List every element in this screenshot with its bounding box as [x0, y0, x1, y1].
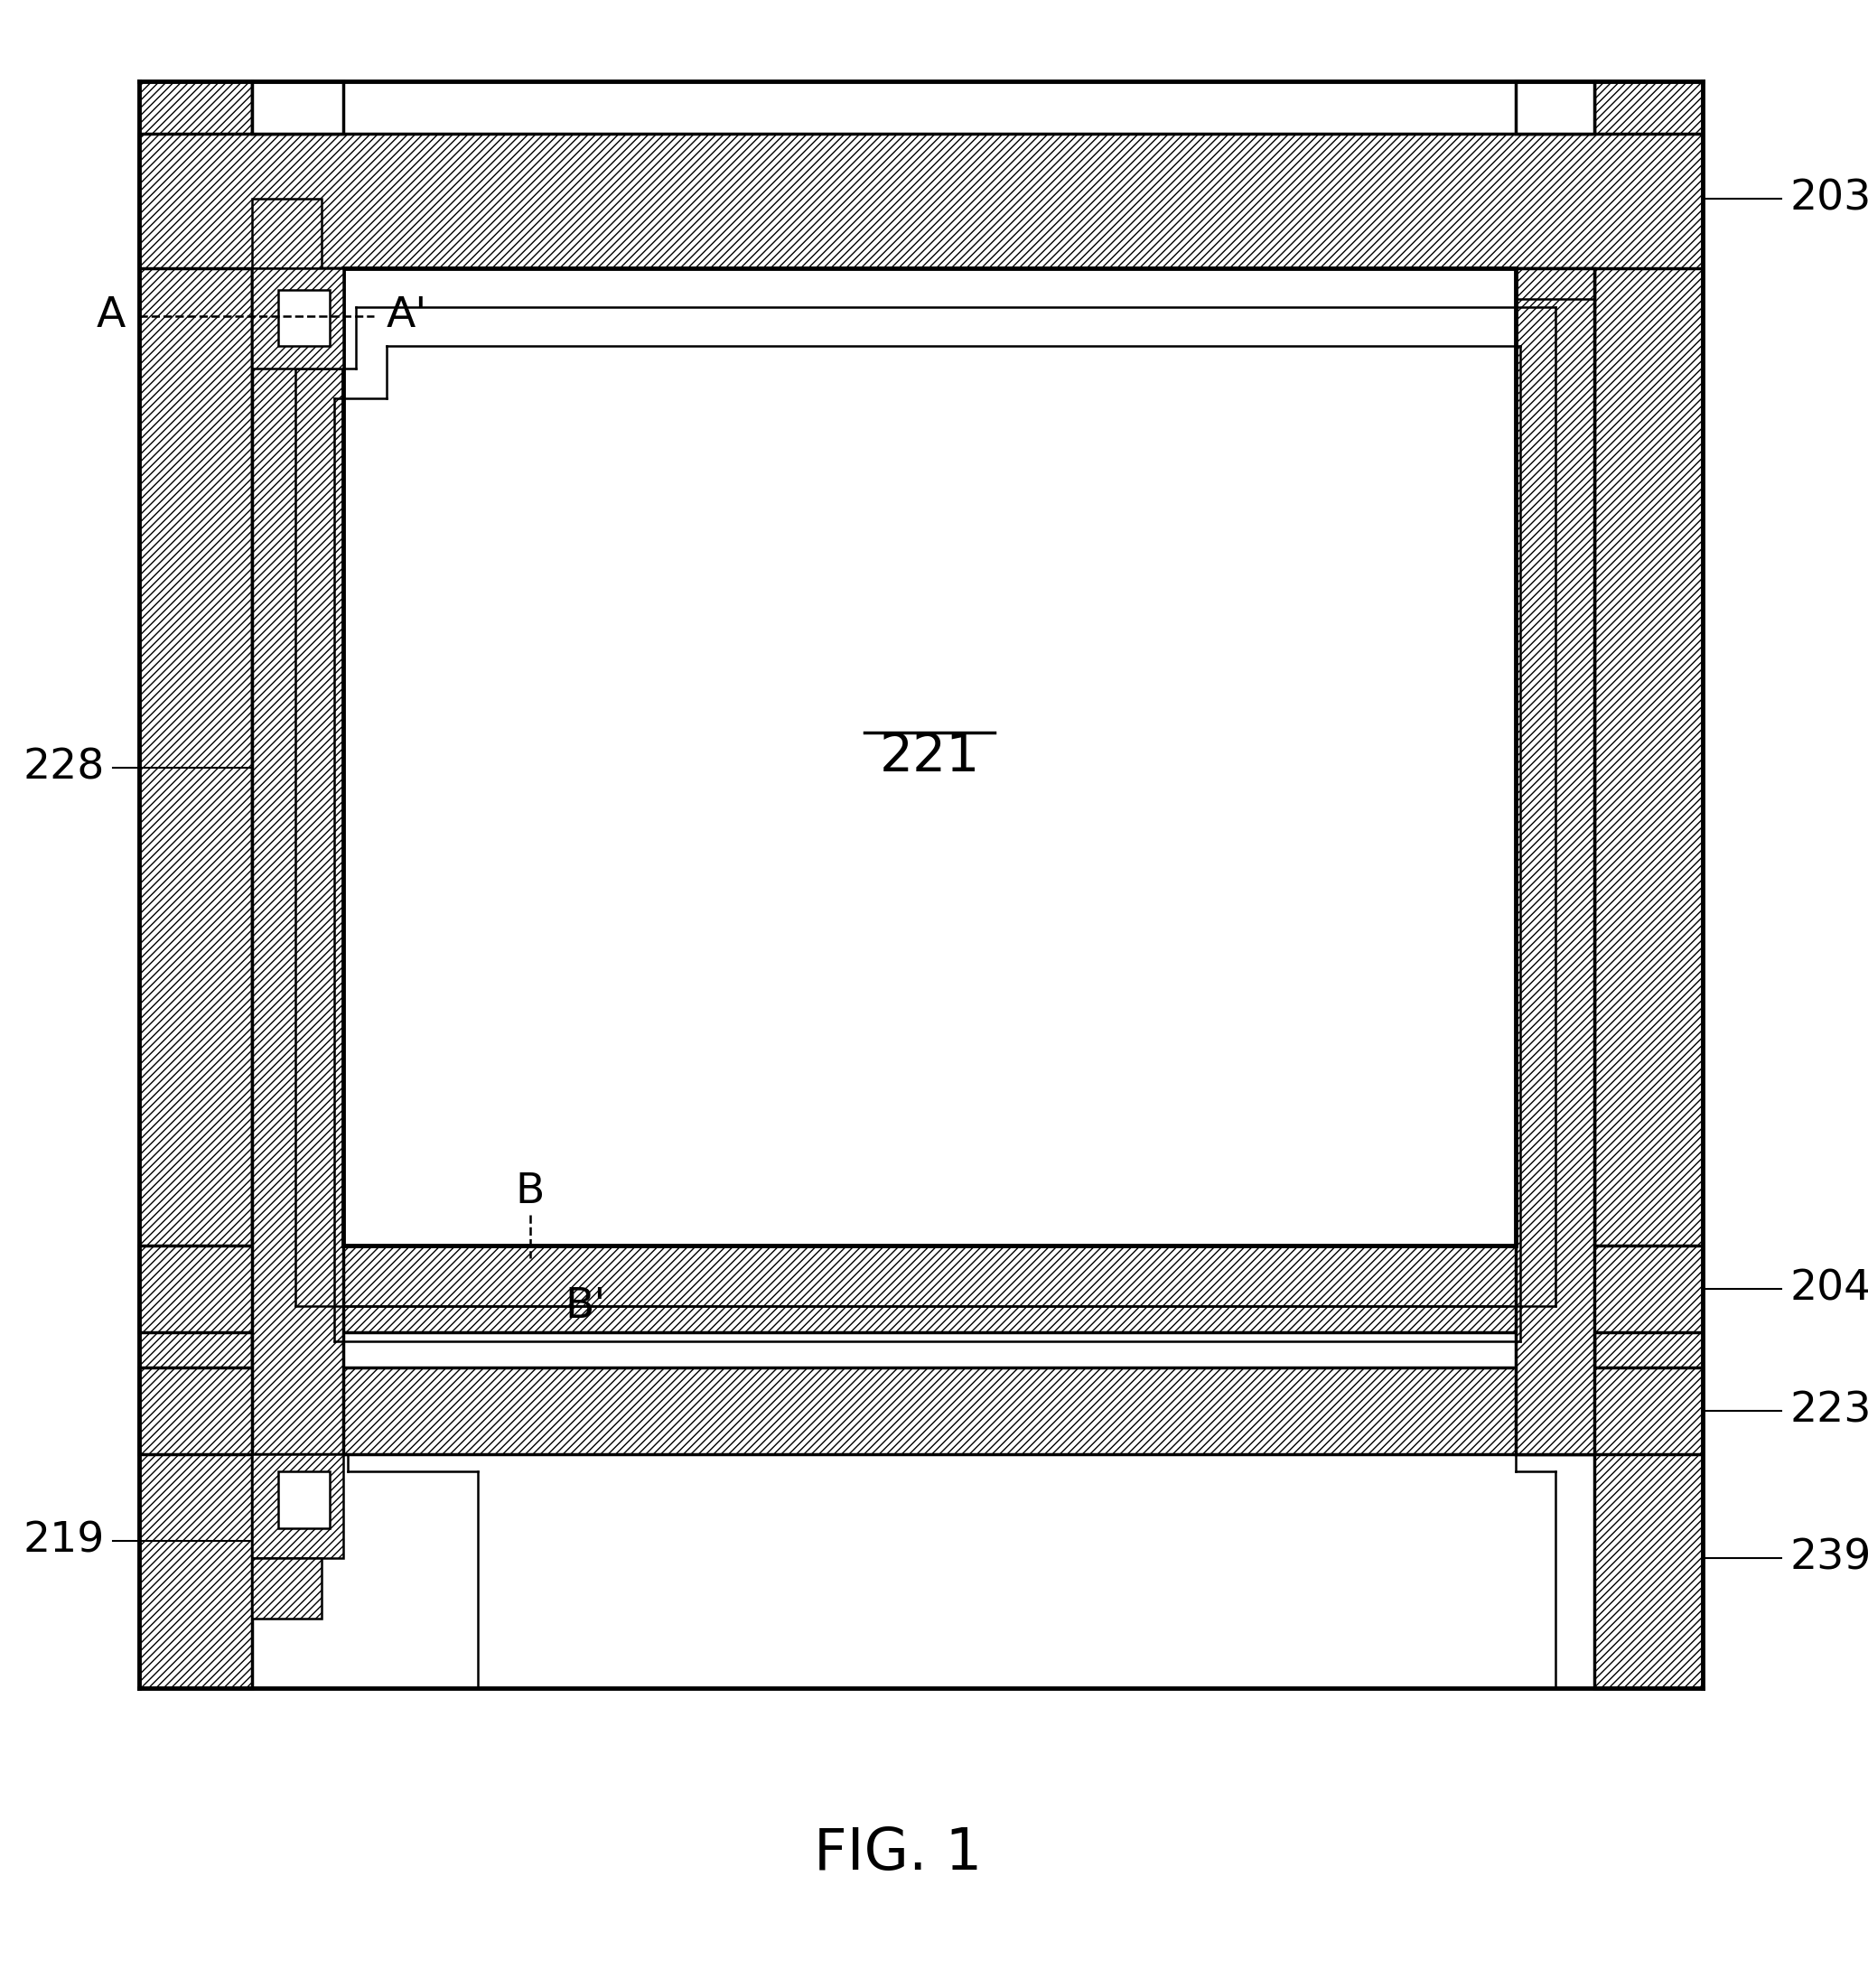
Text: FIG. 1: FIG. 1	[814, 1825, 983, 1881]
Bar	[252, 82, 344, 133]
Text: B': B'	[564, 1286, 605, 1326]
Bar	[1593, 82, 1704, 1688]
Bar	[252, 268, 344, 1453]
Bar	[138, 1368, 1704, 1453]
Text: 239: 239	[1790, 1539, 1868, 1578]
Text: 204: 204	[1790, 1268, 1868, 1310]
Bar	[278, 290, 331, 346]
Bar	[252, 1559, 321, 1618]
Bar	[252, 1453, 344, 1559]
Bar	[1517, 82, 1593, 133]
Bar	[252, 199, 321, 268]
Bar	[138, 82, 252, 1688]
Bar	[138, 133, 1704, 268]
Text: A: A	[97, 296, 125, 336]
Text: 203: 203	[1790, 179, 1868, 219]
Bar	[252, 268, 344, 368]
Text: 223: 223	[1790, 1390, 1868, 1431]
Bar	[1517, 268, 1593, 1453]
Text: 219: 219	[22, 1521, 105, 1561]
Bar	[344, 268, 1517, 1246]
Bar	[138, 1246, 1704, 1332]
Text: 228: 228	[22, 747, 105, 787]
Text: A': A'	[387, 296, 428, 336]
Text: B: B	[516, 1171, 545, 1213]
Text: 221: 221	[880, 732, 981, 783]
Bar	[278, 1471, 331, 1529]
